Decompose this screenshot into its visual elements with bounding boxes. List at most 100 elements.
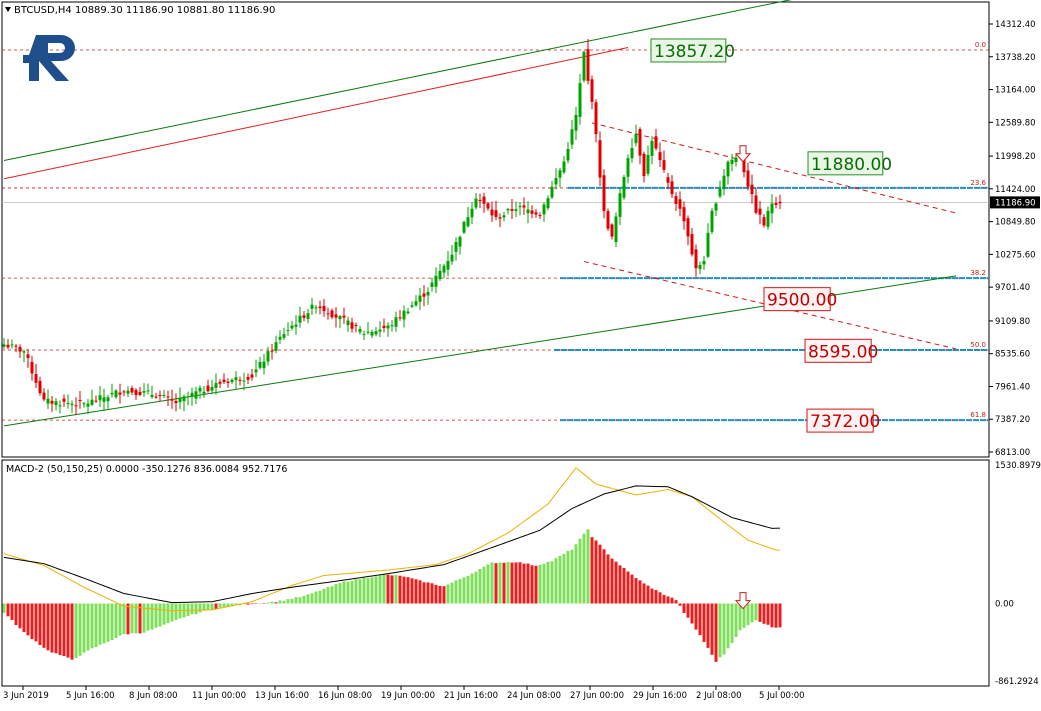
time-tick-label: 11 Jun 00:00: [192, 691, 246, 701]
candle-body: [402, 310, 406, 320]
candle-body: [602, 175, 606, 211]
macd-histogram-bar: [582, 533, 586, 604]
macd-histogram-bar: [778, 603, 782, 628]
candle-body: [614, 216, 618, 242]
macd-histogram-bar: [26, 603, 30, 636]
candle-body: [234, 377, 238, 381]
macd-signal-line: [3, 467, 781, 612]
price-tick-label: 7961.40: [995, 382, 1030, 392]
macd-histogram-bar: [258, 603, 262, 604]
candle-body: [382, 325, 386, 329]
candle-body: [674, 196, 678, 204]
candle-body: [538, 215, 542, 217]
candle-body: [70, 403, 74, 406]
macd-histogram-bar: [166, 603, 170, 624]
macd-histogram-bar: [622, 567, 626, 604]
candle-body: [226, 381, 230, 383]
candle-body: [54, 401, 58, 406]
macd-histogram-bar: [274, 602, 278, 604]
price-callout-box: [807, 151, 884, 176]
candle-body: [330, 310, 334, 318]
macd-histogram-bar: [190, 603, 194, 615]
candle-body: [562, 161, 566, 173]
candle-body: [410, 305, 414, 307]
macd-histogram-bar: [646, 585, 650, 604]
time-tick-label: 27 Jun 00:00: [570, 691, 624, 701]
time-tick-label: 8 Jun 08:00: [129, 691, 178, 701]
macd-histogram-bar: [574, 544, 578, 604]
macd-histogram-bar: [82, 603, 86, 653]
macd-histogram-bar: [486, 564, 490, 604]
candle-body: [774, 203, 778, 206]
candle-body: [498, 217, 502, 219]
price-tick-label: 10275.60: [995, 250, 1036, 260]
candle-body: [742, 157, 746, 173]
macd-histogram-bar: [586, 529, 590, 604]
macd-histogram-bar: [70, 603, 74, 660]
price-tick-label: 8535.60: [995, 350, 1030, 360]
macd-histogram-bar: [246, 603, 250, 605]
macd-histogram-bar: [702, 603, 706, 642]
candle-body: [86, 403, 90, 407]
macd-histogram-bar: [730, 603, 734, 644]
macd-histogram-bar: [250, 603, 254, 605]
macd-histogram-bar: [362, 577, 366, 604]
candle-body: [594, 102, 598, 135]
macd-histogram-bar: [354, 579, 358, 604]
macd-histogram-bar: [566, 550, 570, 604]
candle-body: [14, 345, 18, 347]
candle-body: [730, 159, 734, 164]
candle-body: [634, 133, 638, 144]
macd-histogram-bar: [770, 603, 774, 628]
candle-body: [30, 361, 34, 374]
macd-histogram-bar: [758, 603, 762, 622]
macd-histogram-bar: [458, 579, 462, 604]
time-tick-label: 24 Jun 08:00: [507, 691, 561, 701]
time-tick-label: 5 Jun 16:00: [66, 691, 115, 701]
candle-body: [66, 403, 70, 405]
macd-histogram-bar: [514, 562, 518, 604]
candle-body: [302, 315, 306, 318]
fib-level-label: 61.8: [970, 411, 986, 419]
candle-body: [22, 351, 26, 353]
candle-body: [326, 313, 330, 315]
macd-histogram-bar: [762, 603, 766, 624]
candle-body: [118, 392, 122, 395]
macd-histogram-bar: [78, 603, 82, 656]
candle-body: [318, 306, 322, 309]
macd-histogram-bar: [426, 582, 430, 604]
candle-body: [162, 394, 166, 396]
macd-histogram-bar: [722, 603, 726, 655]
candle-body: [250, 374, 254, 378]
candle-body: [422, 293, 426, 297]
macd-histogram-bar: [254, 603, 258, 604]
macd-histogram-bar: [330, 586, 334, 604]
macd-histogram-bar: [446, 584, 450, 604]
fib-level-label: 23.6: [970, 179, 986, 187]
candle-body: [106, 397, 110, 402]
candle-body: [102, 397, 106, 402]
candle-body: [718, 188, 722, 197]
candle-body: [722, 175, 726, 190]
candle-body: [78, 400, 82, 402]
candle-body: [766, 210, 770, 227]
macd-histogram-bar: [750, 603, 754, 623]
macd-histogram-bar: [118, 603, 122, 636]
candle-body: [166, 396, 170, 398]
macd-histogram-bar: [38, 603, 42, 645]
candle-body: [174, 400, 178, 404]
candle-body: [750, 184, 754, 195]
macd-histogram-bar: [314, 591, 318, 604]
macd-histogram-bar: [358, 579, 362, 604]
macd-histogram-bar: [462, 577, 466, 604]
candle-body: [514, 209, 518, 211]
candle-body: [670, 181, 674, 195]
macd-histogram-bar: [678, 603, 682, 606]
candle-body: [294, 324, 298, 327]
candle-body: [206, 385, 210, 392]
macd-tick-label: 1530.8979: [995, 461, 1041, 471]
candle-body: [690, 234, 694, 255]
time-tick-label: 2 Jul 08:00: [696, 691, 742, 701]
